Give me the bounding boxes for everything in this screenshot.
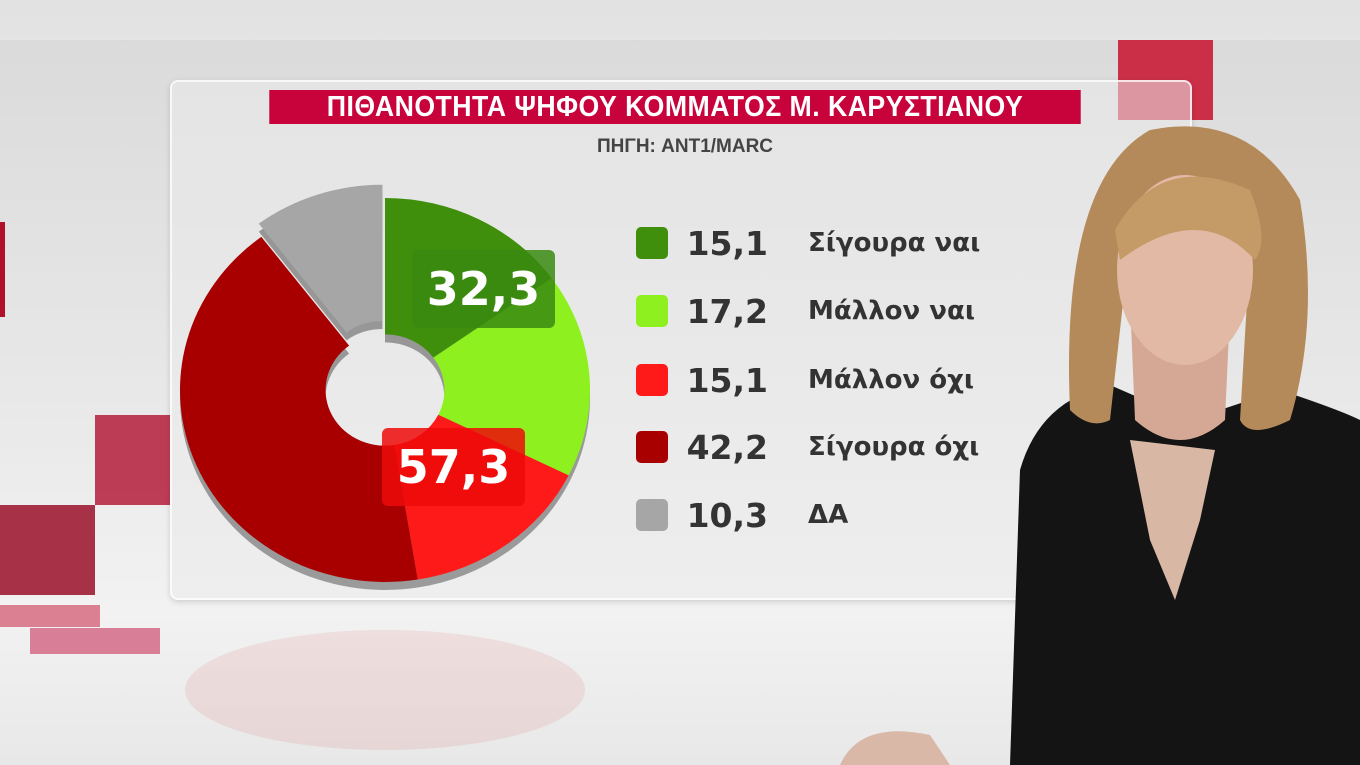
legend-item: 15,1 Σίγουρα ναι	[636, 223, 980, 263]
legend-value: 15,1	[686, 360, 768, 400]
bg-tile	[0, 222, 5, 317]
legend-value: 42,2	[686, 427, 768, 467]
bg-tile	[0, 605, 100, 627]
legend-swatch	[636, 227, 668, 259]
legend-swatch	[636, 431, 668, 463]
legend-item: 42,2 Σίγουρα όχι	[636, 427, 979, 467]
legend-value: 10,3	[686, 495, 768, 535]
legend-label: Μάλλον όχι	[808, 365, 975, 395]
legend-label: Σίγουρα όχι	[808, 432, 980, 462]
group-label-yes: 32,3	[412, 250, 555, 328]
legend-item: 15,1 Μάλλον όχι	[636, 360, 974, 400]
legend-item: 17,2 Μάλλον ναι	[636, 291, 975, 331]
legend-value: 17,2	[686, 291, 768, 331]
legend-swatch	[636, 499, 668, 531]
legend-swatch	[636, 364, 668, 396]
legend-label: Σίγουρα ναι	[808, 228, 981, 258]
bg-tile	[95, 415, 170, 505]
chart-source: ΠΗΓΗ: ANT1/MARC	[596, 136, 774, 157]
legend-swatch	[636, 295, 668, 327]
bg-tile	[0, 505, 95, 595]
group-label-no: 57,3	[382, 428, 525, 506]
chart-title: ΠΙΘΑΝΟΤΗΤΑ ΨΗΦΟΥ ΚΟΜΜΑΤΟΣ Μ. ΚΑΡΥΣΤΙΑΝΟΥ	[269, 90, 1081, 124]
donut-slice-4	[180, 236, 418, 582]
donut-slice-5	[258, 184, 383, 333]
bg-tile	[30, 628, 160, 654]
bg-tile	[0, 0, 1360, 40]
legend-item: 10,3 ΔΑ	[636, 495, 848, 535]
chart-reflection	[185, 630, 585, 750]
legend-label: Μάλλον ναι	[808, 296, 975, 326]
legend-value: 15,1	[686, 223, 768, 263]
legend-label: ΔΑ	[808, 500, 849, 530]
